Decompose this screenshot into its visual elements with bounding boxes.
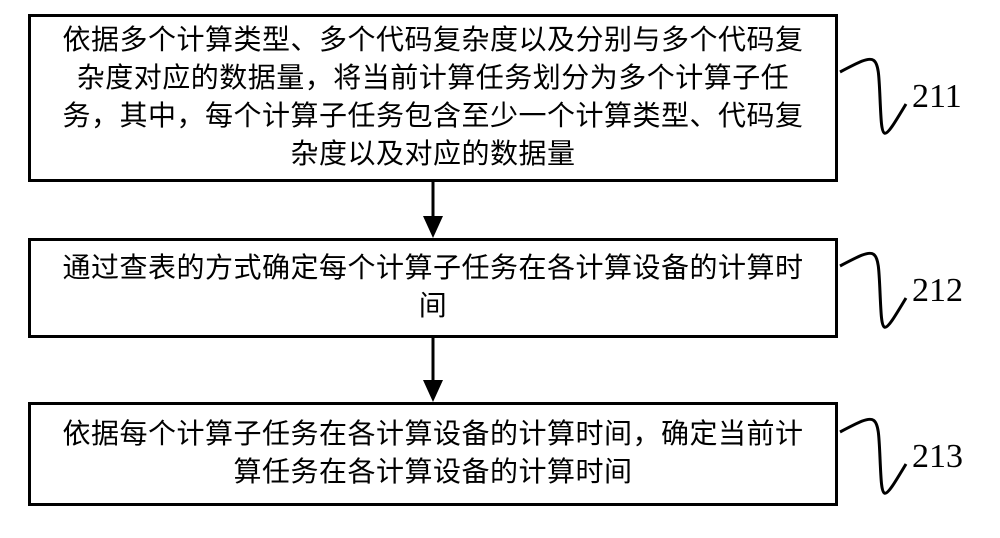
step-211-box: 依据多个计算类型、多个代码复杂度以及分别与多个代码复杂度对应的数据量，将当前计算… [28,14,838,182]
step-212-text: 通过查表的方式确定每个计算子任务在各计算设备的计算时间 [49,250,817,326]
step-213-label: 213 [912,438,963,476]
step-213-text: 依据每个计算子任务在各计算设备的计算时间，确定当前计算任务在各计算设备的计算时间 [49,416,817,492]
step-212-box: 通过查表的方式确定每个计算子任务在各计算设备的计算时间 [28,238,838,338]
step-212-label: 212 [912,272,963,310]
step-213-box: 依据每个计算子任务在各计算设备的计算时间，确定当前计算任务在各计算设备的计算时间 [28,402,838,506]
step-211-label: 211 [912,78,962,116]
flowchart-canvas: 依据多个计算类型、多个代码复杂度以及分别与多个代码复杂度对应的数据量，将当前计算… [0,0,1000,538]
step-211-text: 依据多个计算类型、多个代码复杂度以及分别与多个代码复杂度对应的数据量，将当前计算… [49,22,817,173]
